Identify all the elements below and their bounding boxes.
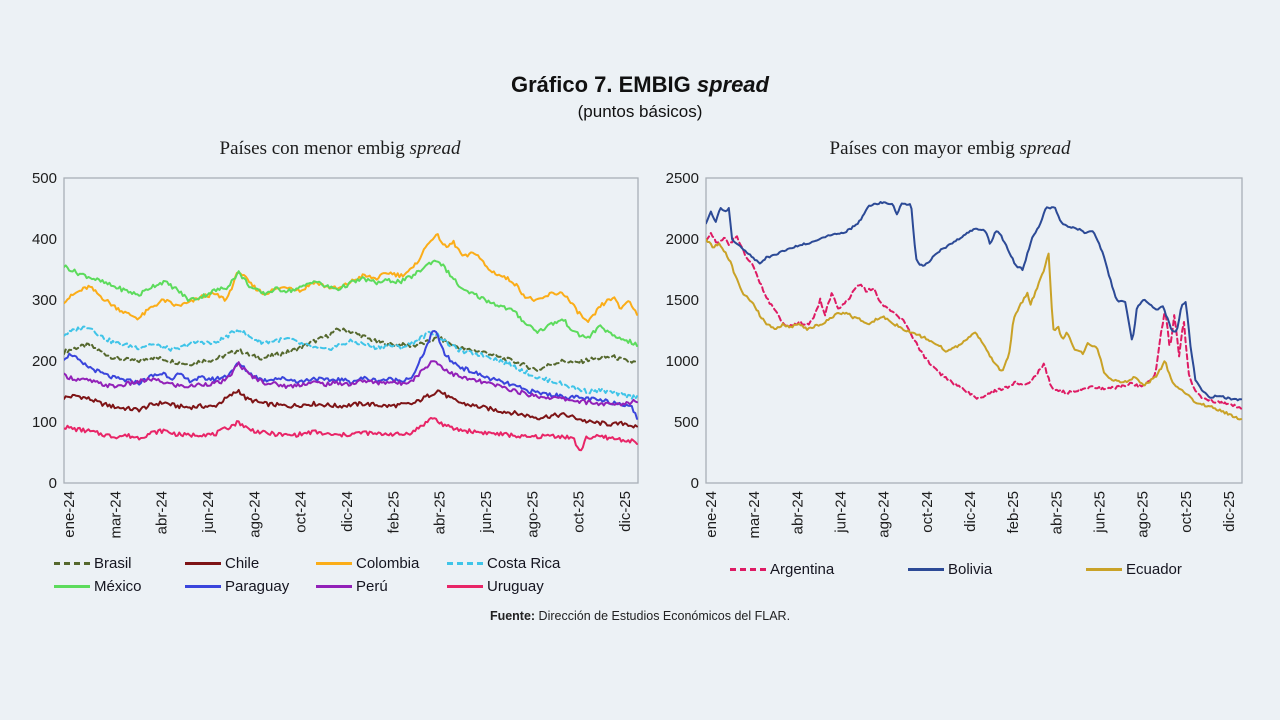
svg-text:500: 500 — [674, 414, 699, 431]
legend-label: Ecuador — [1126, 561, 1182, 578]
svg-text:jun-24: jun-24 — [833, 491, 850, 534]
legend-swatch — [185, 585, 221, 588]
legend-item-perú: Perú — [316, 578, 447, 595]
chart-title-menor: Países con menor embig spread — [30, 138, 650, 160]
svg-text:dic-24: dic-24 — [962, 491, 979, 532]
svg-text:oct-24: oct-24 — [293, 491, 310, 533]
source-label: Fuente: — [489, 609, 536, 623]
svg-text:jun-24: jun-24 — [200, 491, 217, 534]
page-title-main: Gráfico 7. EMBIG — [511, 72, 697, 97]
svg-text:oct-24: oct-24 — [919, 491, 936, 533]
svg-text:dic-25: dic-25 — [1221, 491, 1238, 532]
chart-panel-menor-spread: Países con menor embig spread 0 100 200 300… — [30, 138, 650, 595]
svg-text:abr-25: abr-25 — [1048, 491, 1065, 534]
legend-label: Perú — [356, 578, 388, 595]
legend-swatch — [316, 585, 352, 588]
page-subtitle: (puntos básicos) — [577, 102, 703, 121]
svg-text:feb-25: feb-25 — [385, 491, 402, 534]
page-title-italic: spread — [696, 72, 769, 97]
source-note: Fuente: Dirección de Estudios Económicos… — [0, 609, 1280, 623]
legend-label: Colombia — [356, 555, 420, 572]
legend-item-costa-rica: Costa Rica — [447, 555, 578, 572]
legend-swatch — [447, 585, 483, 588]
legend-label: Paraguay — [225, 578, 290, 595]
svg-text:100: 100 — [32, 414, 57, 431]
chart-title-mayor-italic: spread — [1019, 138, 1071, 159]
svg-text:dic-25: dic-25 — [617, 491, 634, 532]
line-chart-mayor-spread: 0 500 1000 1500 2000 2500 ene-24 mar-24 abr-24 ju… — [666, 170, 1243, 539]
svg-text:mar-24: mar-24 — [746, 491, 763, 539]
legend-item-paraguay: Paraguay — [185, 578, 316, 595]
svg-text:mar-24: mar-24 — [107, 491, 124, 539]
chart-title-menor-text: Países con menor embig — [219, 138, 410, 159]
legend-item-bolivia: Bolivia — [908, 561, 1086, 578]
legend-item-méxico: México — [54, 578, 185, 595]
legend-mayor: Argentina Bolivia Ecuador — [730, 561, 1250, 578]
svg-text:1500: 1500 — [666, 292, 699, 309]
legend-item-argentina: Argentina — [730, 561, 908, 578]
svg-text:abr-24: abr-24 — [154, 491, 171, 534]
svg-text:oct-25: oct-25 — [1178, 491, 1195, 533]
legend-label: Argentina — [770, 561, 835, 578]
legend-menor: Brasil Chile Colombia Costa Rica México Parag… — [54, 555, 650, 595]
legend-swatch — [316, 562, 352, 565]
svg-text:0: 0 — [691, 475, 699, 492]
legend-label: Bolivia — [948, 561, 993, 578]
line-chart-menor-spread: 0 100 200 300 400 500 ene-24 mar-24 abr-24 jun-24… — [32, 170, 639, 539]
chart-title-menor-italic: spread — [409, 138, 461, 159]
source-text: Dirección de Estudios Económicos del FLA… — [535, 609, 791, 623]
legend-swatch — [1086, 568, 1122, 571]
svg-text:300: 300 — [32, 292, 57, 309]
legend-swatch — [447, 562, 483, 565]
svg-text:0: 0 — [49, 475, 57, 492]
svg-text:abr-25: abr-25 — [432, 491, 449, 534]
svg-text:2000: 2000 — [666, 231, 699, 248]
legend-label: Chile — [225, 555, 260, 572]
legend-item-colombia: Colombia — [316, 555, 447, 572]
svg-text:ago-25: ago-25 — [1135, 491, 1152, 538]
svg-text:ago-24: ago-24 — [246, 491, 263, 538]
legend-item-chile: Chile — [185, 555, 316, 572]
chart-title-mayor-text: Países con mayor embig — [829, 138, 1020, 159]
legend-label: Costa Rica — [487, 555, 561, 572]
legend-item-uruguay: Uruguay — [447, 578, 578, 595]
legend-item-brasil: Brasil — [54, 555, 185, 572]
legend-item-ecuador: Ecuador — [1086, 561, 1264, 578]
legend-swatch — [54, 585, 90, 588]
svg-text:400: 400 — [32, 231, 57, 248]
svg-text:oct-25: oct-25 — [571, 491, 588, 533]
legend-label: Brasil — [94, 555, 132, 572]
legend-swatch — [54, 562, 90, 565]
svg-text:feb-25: feb-25 — [1005, 491, 1022, 534]
svg-text:500: 500 — [32, 170, 57, 187]
svg-text:200: 200 — [32, 353, 57, 370]
svg-text:2500: 2500 — [666, 170, 699, 187]
svg-text:ene-24: ene-24 — [703, 491, 720, 538]
svg-text:ago-25: ago-25 — [524, 491, 541, 538]
chart-panel-mayor-spread: Países con mayor embig spread 0 500 1000 15… — [650, 138, 1250, 595]
legend-swatch — [908, 568, 944, 571]
svg-text:1000: 1000 — [666, 353, 699, 370]
svg-text:abr-24: abr-24 — [789, 491, 806, 534]
svg-text:dic-24: dic-24 — [339, 491, 356, 532]
legend-label: Uruguay — [487, 578, 544, 595]
legend-label: México — [94, 578, 142, 595]
legend-swatch — [730, 568, 766, 571]
title-block: Gráfico 7. EMBIG spread (puntos básicos) — [0, 0, 1280, 122]
legend-swatch — [185, 562, 221, 565]
chart-title-mayor: Países con mayor embig spread — [650, 138, 1250, 160]
svg-text:ene-24: ene-24 — [61, 491, 78, 538]
svg-text:jun-25: jun-25 — [1092, 491, 1109, 534]
charts-row: Países con menor embig spread 0 100 200 300… — [0, 138, 1280, 595]
page-title: Gráfico 7. EMBIG spread — [0, 72, 1280, 98]
svg-text:ago-24: ago-24 — [876, 491, 893, 538]
svg-text:jun-25: jun-25 — [478, 491, 495, 534]
